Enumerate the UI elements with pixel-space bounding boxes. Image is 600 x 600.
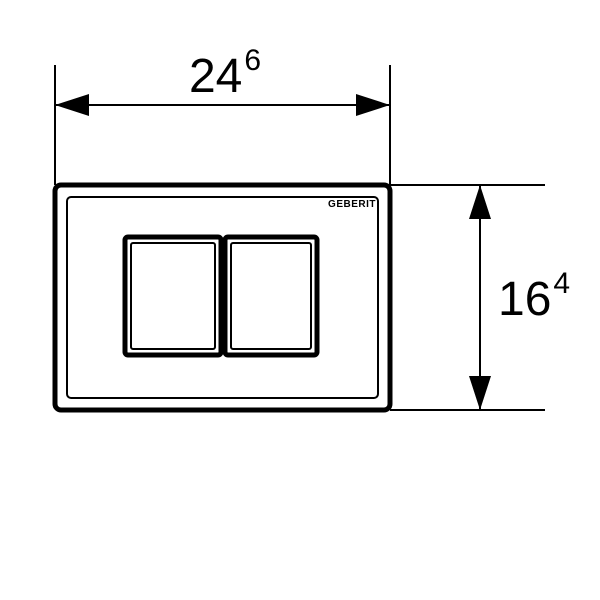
dim-width-label: 246 xyxy=(189,44,261,103)
flush-button-large xyxy=(125,237,221,355)
dim-height-label: 164 xyxy=(498,267,570,326)
technical-drawing: GEBERIT 246 164 xyxy=(0,0,600,600)
flush-button-small xyxy=(225,237,317,355)
brand-label: GEBERIT xyxy=(328,199,376,210)
